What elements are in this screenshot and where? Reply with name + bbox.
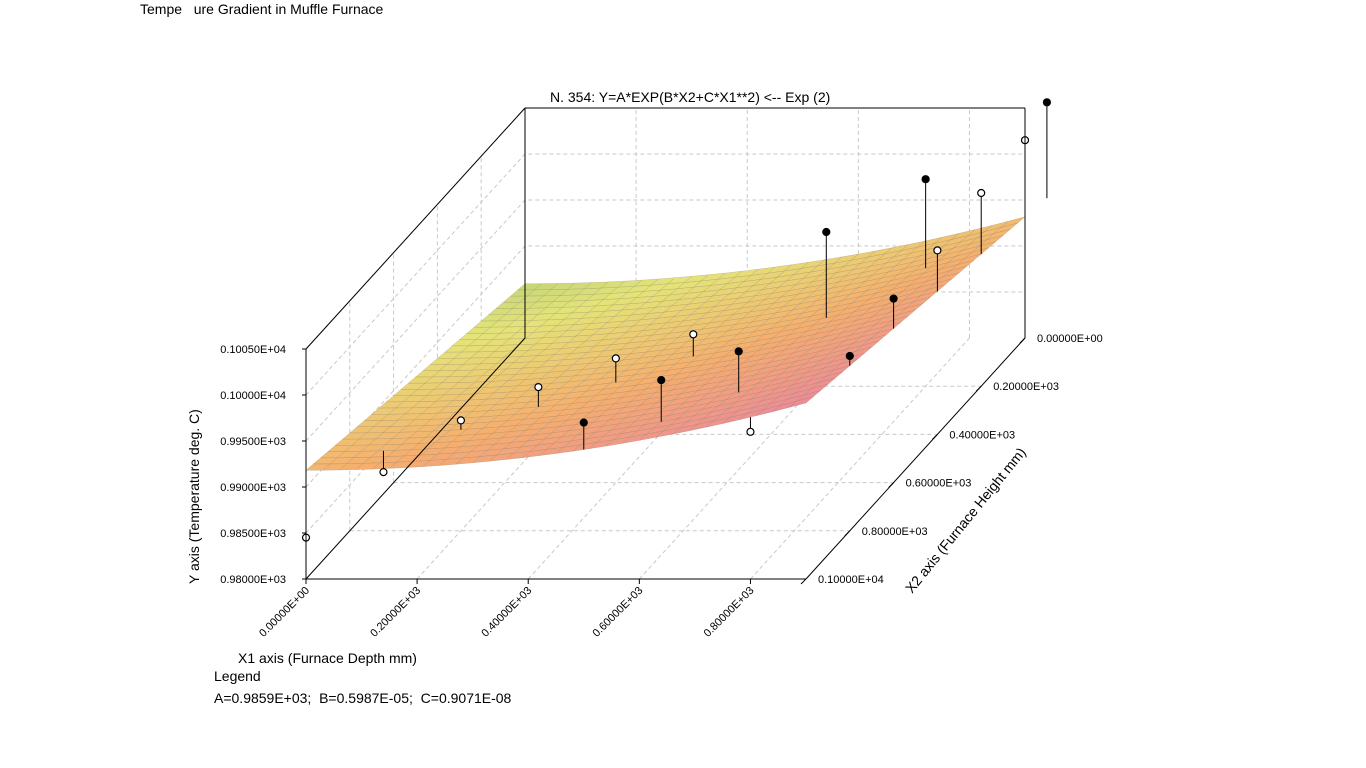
data-point <box>689 330 698 339</box>
box-edge <box>305 337 526 580</box>
x2-tick-label: 0.40000E+03 <box>949 429 1015 441</box>
x2-tick-label: 0.00000E+00 <box>1037 333 1103 345</box>
x2-tick <box>932 434 938 440</box>
data-point <box>534 383 543 392</box>
data-point <box>822 227 831 237</box>
data-point <box>657 376 666 385</box>
x2-tick-label: 0.60000E+03 <box>906 478 972 490</box>
y-tick-label: 0.10050E+04 <box>220 344 286 356</box>
box-edge <box>805 337 1026 580</box>
x2-tick-label: 0.10000E+04 <box>818 574 884 586</box>
legend-parameters: A=0.9859E+03; B=0.5987E-05; C=0.9071E-08 <box>214 690 512 706</box>
x2-tick <box>975 385 982 392</box>
y-tick-label: 0.99000E+03 <box>220 482 286 494</box>
window-title: Tempe ure Gradient in Muffle Furnace <box>140 1 384 17</box>
x1-tick-label: 0.40000E+03 <box>479 585 534 640</box>
x2-tick <box>888 482 894 488</box>
floor-grid-line <box>416 337 637 580</box>
data-point <box>611 354 620 363</box>
x2-tick-label: 0.20000E+03 <box>993 381 1059 393</box>
floor-grid-line <box>527 337 748 580</box>
data-point <box>579 418 588 427</box>
floor-grid-line <box>750 337 970 580</box>
data-point <box>977 188 986 198</box>
box-edge <box>305 107 526 350</box>
data-point <box>456 416 466 425</box>
x2-tick-label: 0.80000E+03 <box>862 526 928 538</box>
fitted-surface <box>305 216 1026 471</box>
surface-cell <box>789 396 814 408</box>
x1-axis-label: X1 axis (Furnace Depth mm) <box>238 650 417 666</box>
data-point <box>734 347 743 356</box>
x1-tick-label: 0.00000E+00 <box>257 585 312 640</box>
legend-title: Legend <box>214 668 261 684</box>
x2-tick <box>844 530 851 537</box>
data-point <box>933 246 942 255</box>
data-point <box>889 294 898 303</box>
data-points <box>301 98 1052 542</box>
data-point <box>845 351 854 361</box>
data-point <box>921 175 930 184</box>
chart-title: N. 354: Y=A*EXP(B*X2+C*X1**2) <-- Exp (2… <box>550 89 830 105</box>
data-point <box>746 427 755 436</box>
data-point <box>1042 98 1052 107</box>
x1-tick-label: 0.60000E+03 <box>590 585 645 640</box>
y-axis-label: Y axis (Temperature deg. C) <box>186 409 202 584</box>
x2-tick <box>800 578 807 585</box>
y-tick-label: 0.99500E+03 <box>220 436 286 448</box>
data-point <box>379 468 388 477</box>
floor-grid-line <box>638 337 859 580</box>
y-tick-label: 0.98000E+03 <box>220 574 286 586</box>
x2-tick <box>1019 337 1026 344</box>
y-tick-label: 0.10000E+04 <box>220 390 286 402</box>
y-tick-label: 0.98500E+03 <box>220 528 286 540</box>
x2-axis-label: X2 axis (Furnace Height mm) <box>902 444 1029 596</box>
x1-tick-label: 0.20000E+03 <box>368 585 423 640</box>
x1-tick-label: 0.80000E+03 <box>702 585 757 640</box>
